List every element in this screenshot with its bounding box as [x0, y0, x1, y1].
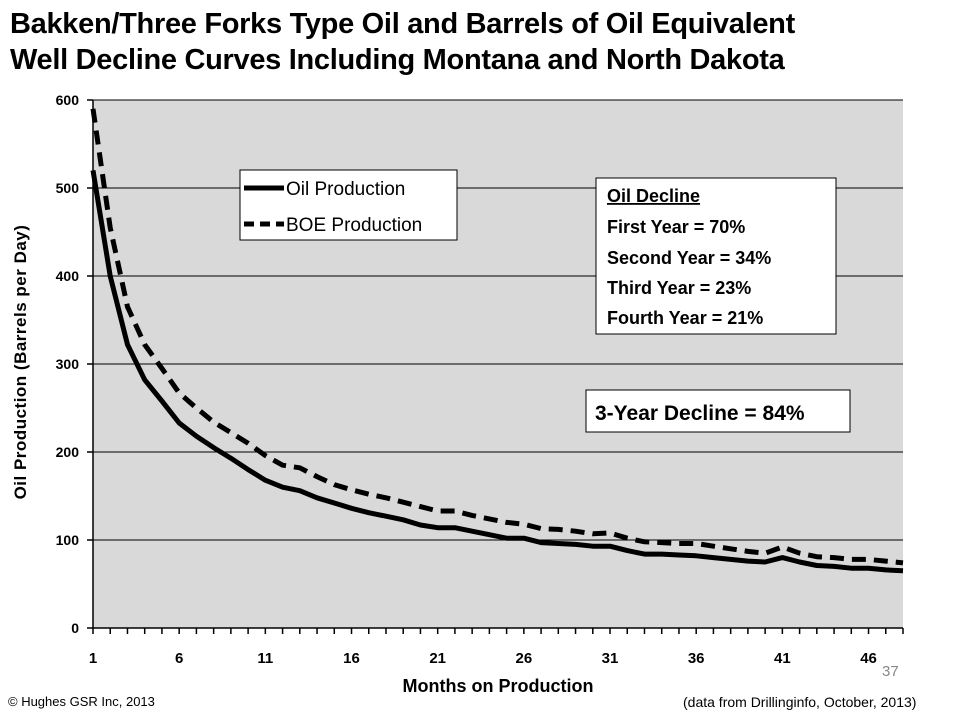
series-lines	[90, 108, 904, 574]
oil-decline-line: Fourth Year = 21%	[607, 308, 763, 328]
y-tick-label: 100	[56, 532, 80, 548]
x-tick-label: 21	[429, 650, 446, 667]
y-ticks: 0 100 200 300 400 500 600	[56, 92, 93, 636]
copyright-text: © Hughes GSR Inc, 2013	[8, 694, 155, 709]
y-tick-label: 200	[56, 444, 80, 460]
x-tick-label: 41	[774, 650, 791, 667]
legend-oil-label: Oil Production	[286, 179, 405, 200]
y-tick-label: 300	[56, 356, 80, 372]
x-tick-label: 16	[343, 650, 360, 667]
x-tick-label: 36	[688, 650, 705, 667]
x-axis-label: Months on Production	[403, 676, 594, 696]
slide-number: 37	[882, 663, 899, 680]
boe-production-line	[90, 108, 904, 566]
legend: Oil Production BOE Production	[239, 169, 458, 241]
title-line-2: Well Decline Curves Including Montana an…	[10, 44, 785, 76]
legend-boe-label: BOE Production	[286, 215, 422, 236]
oil-decline-line: First Year = 70%	[607, 217, 745, 237]
chart-title: Bakken/Three Forks Type Oil and Barrels …	[10, 6, 955, 78]
oil-production-line	[90, 169, 904, 574]
y-tick-label: 0	[71, 620, 79, 636]
oil-decline-line: Third Year = 23%	[607, 278, 751, 298]
oil-decline-box: Oil Decline First Year = 70% Second Year…	[595, 177, 837, 335]
x-ticks: 1 6 11 16 21 26 31 36 41 46	[89, 628, 904, 667]
x-tick-label: 6	[175, 650, 183, 667]
x-tick-label: 26	[516, 650, 533, 667]
three-year-decline-text: 3-Year Decline = 84%	[595, 402, 805, 425]
title-line-1: Bakken/Three Forks Type Oil and Barrels …	[10, 8, 795, 40]
x-tick-label: 1	[89, 650, 97, 667]
oil-decline-box-frame	[595, 177, 837, 335]
oil-decline-line: Second Year = 34%	[607, 248, 771, 268]
source-note: (data from Drillinginfo, October, 2013)	[683, 694, 917, 710]
three-year-decline-box: 3-Year Decline = 84%	[585, 389, 851, 433]
y-axis-label: Oil Production (Barrels per Day)	[11, 225, 30, 500]
x-tick-label: 11	[257, 650, 273, 667]
y-tick-label: 400	[56, 268, 80, 284]
y-tick-label: 500	[56, 180, 80, 196]
legend-box	[239, 169, 458, 241]
x-tick-label: 46	[860, 650, 877, 667]
three-year-decline-frame	[585, 389, 851, 433]
y-tick-label: 600	[56, 92, 80, 108]
oil-decline-heading: Oil Decline	[607, 186, 700, 206]
x-tick-label: 31	[602, 650, 619, 667]
